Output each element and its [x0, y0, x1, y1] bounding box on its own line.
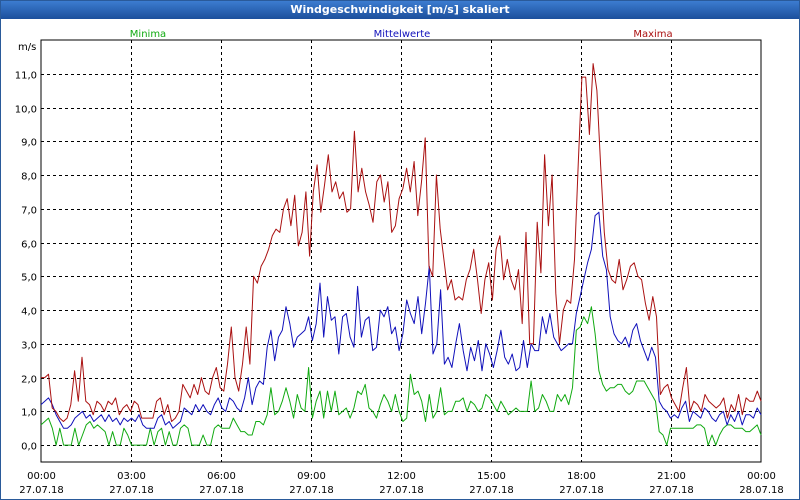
x-tick-date: 27.07.18: [199, 485, 244, 496]
y-tick-label: 2,0: [21, 375, 37, 386]
x-tick-time: 03:00: [117, 471, 146, 482]
x-tick-time: 15:00: [477, 471, 506, 482]
x-tick-date: 27.07.18: [19, 485, 64, 496]
x-tick-time: 12:00: [387, 471, 416, 482]
series-line-mittelwerte: [40, 211, 762, 429]
y-axis: m/s 0,0 1,0 2,0 3,0 4,0 5,0 6,0 7,0 8,0 9,0 10,0 11…: [15, 42, 37, 453]
x-tick-time: 21:00: [657, 471, 686, 482]
grid: [40, 39, 762, 463]
y-tick-label: 1,0: [21, 408, 37, 419]
y-tick-label: 0,0: [21, 442, 37, 453]
x-tick-date: 27.07.18: [649, 485, 694, 496]
y-tick-label: 5,0: [21, 273, 37, 284]
series-lines: [40, 63, 762, 446]
x-tick-time: 06:00: [207, 471, 236, 482]
x-tick-date: 28.07.18: [739, 485, 784, 496]
x-tick-date: 27.07.18: [469, 485, 514, 496]
legend: Minima Mittelwerte Maxima: [130, 29, 673, 40]
wind-speed-chart: m/s 0,0 1,0 2,0 3,0 4,0 5,0 6,0 7,0 8,0 9,0 10,0 11…: [15, 29, 784, 496]
x-tick-date: 27.07.18: [379, 485, 424, 496]
window-title: Windgeschwindigkeit [m/s] skaliert: [1, 1, 799, 19]
legend-minima: Minima: [130, 29, 166, 40]
y-tick-label: 9,0: [21, 138, 37, 149]
y-tick-label: 8,0: [21, 172, 37, 183]
y-axis-label: m/s: [18, 42, 36, 53]
y-tick-label: 4,0: [21, 307, 37, 318]
legend-maxima: Maxima: [633, 29, 672, 40]
series-line-maxima: [41, 63, 762, 422]
y-tick-label: 3,0: [21, 341, 37, 352]
x-tick-time: 00:00: [747, 471, 776, 482]
x-tick-time: 09:00: [297, 471, 326, 482]
x-tick-time: 00:00: [27, 471, 56, 482]
y-tick-label: 7,0: [21, 206, 37, 217]
x-tick-date: 27.07.18: [289, 485, 334, 496]
x-tick-time: 18:00: [567, 471, 596, 482]
x-axis: 00:00 27.07.18 03:00 27.07.18 06:00 27.07.18 0…: [19, 471, 784, 496]
y-tick-label: 6,0: [21, 240, 37, 251]
y-tick-label: 11,0: [15, 71, 37, 82]
series-line-minima: [40, 306, 762, 446]
x-tick-date: 27.07.18: [109, 485, 154, 496]
y-tick-label: 10,0: [15, 105, 37, 116]
legend-mittelwerte: Mittelwerte: [374, 29, 431, 40]
x-tick-date: 27.07.18: [559, 485, 604, 496]
